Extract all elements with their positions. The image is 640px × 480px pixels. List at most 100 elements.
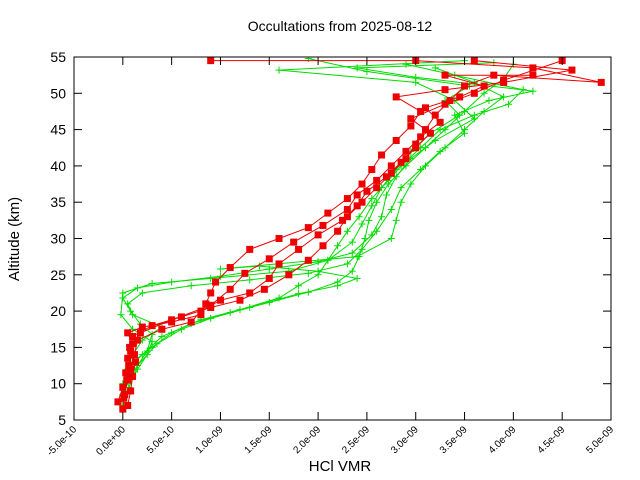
data-point [207,274,215,282]
data-point [285,271,293,279]
series-line [127,67,505,392]
data-point [197,311,205,319]
data-point [127,387,135,395]
data-point [129,311,137,319]
x-axis-label: HCl VMR [309,458,372,475]
data-point [378,151,386,159]
data-point [397,198,405,206]
data-point [368,166,376,174]
data-point [426,129,434,137]
data-point [456,111,464,119]
data-point [392,173,400,181]
data-point [207,57,215,65]
data-point [397,184,405,192]
data-point [197,307,205,315]
data-point [158,333,166,341]
series-profile-j [124,71,537,409]
data-point [407,115,415,123]
data-point [138,289,146,297]
y-tick-label: 50 [50,85,66,101]
data-point [358,220,366,228]
data-point [485,97,493,105]
y-tick-label: 30 [50,231,66,247]
data-point [119,405,127,413]
data-point [363,187,371,195]
data-point [480,82,488,90]
data-point [122,369,130,377]
data-point [275,66,283,74]
data-point [216,296,224,304]
data-point [343,260,351,268]
data-point [397,158,405,166]
series-profile-i [120,57,566,402]
data-point [382,173,390,181]
data-point [407,122,415,130]
data-point [373,227,381,235]
y-tick-label: 55 [50,49,66,65]
data-point [131,351,139,359]
data-point [431,64,439,72]
data-point [226,285,234,293]
data-point [387,162,395,170]
data-point [295,282,303,290]
series-line [120,63,525,402]
data-point [133,336,141,344]
data-point [275,235,283,242]
data-point [343,213,351,221]
data-point [119,289,127,297]
data-point [353,274,361,282]
data-point [265,255,273,263]
data-point [319,221,327,229]
data-point [568,66,576,74]
data-point [353,202,361,210]
data-point [392,136,400,144]
data-point [304,256,312,264]
data-point [348,238,356,246]
data-point [246,289,254,297]
data-point [334,227,342,235]
data-point [324,209,332,217]
data-point [597,78,605,86]
x-tick-label: 4.0e-09 [487,424,519,456]
data-point [124,300,132,308]
data-point [504,100,512,108]
data-point [314,258,322,266]
data-point [260,285,268,293]
data-point [470,57,478,65]
data-point [334,242,342,250]
data-point [417,166,425,174]
data-point [202,300,210,308]
data-point [529,64,537,72]
data-point [436,118,444,126]
data-point [436,147,444,155]
data-point [412,73,420,81]
data-point [387,169,395,177]
data-point [402,60,410,68]
data-point [138,323,146,331]
data-point [304,224,312,232]
data-point [378,213,386,221]
data-point [421,104,429,112]
data-point [387,235,395,242]
data-point [402,155,410,163]
data-point [290,238,298,246]
x-tick-label: 3.0e-09 [389,424,421,456]
y-tick-label: 5 [58,412,66,428]
data-point [124,376,132,384]
data-point [446,97,454,105]
data-point [124,401,132,409]
data-point [114,398,122,406]
x-tick-label: 1.5e-09 [243,424,275,456]
data-point [120,394,128,402]
data-point [265,274,273,282]
data-point [187,318,195,326]
data-point [368,195,376,203]
data-point [353,64,361,72]
series-line [123,60,563,399]
data-point [441,100,449,108]
ticks-layer: 5 10 15 20 25 30 35 40 45 50 55 -5.0e-10 0.0e+00 5.0e… [45,49,616,458]
x-tick-label: 5.0e-10 [145,424,177,456]
data-point [373,198,381,206]
x-tick-label: 0.0e+00 [94,424,128,458]
data-point [117,311,125,319]
